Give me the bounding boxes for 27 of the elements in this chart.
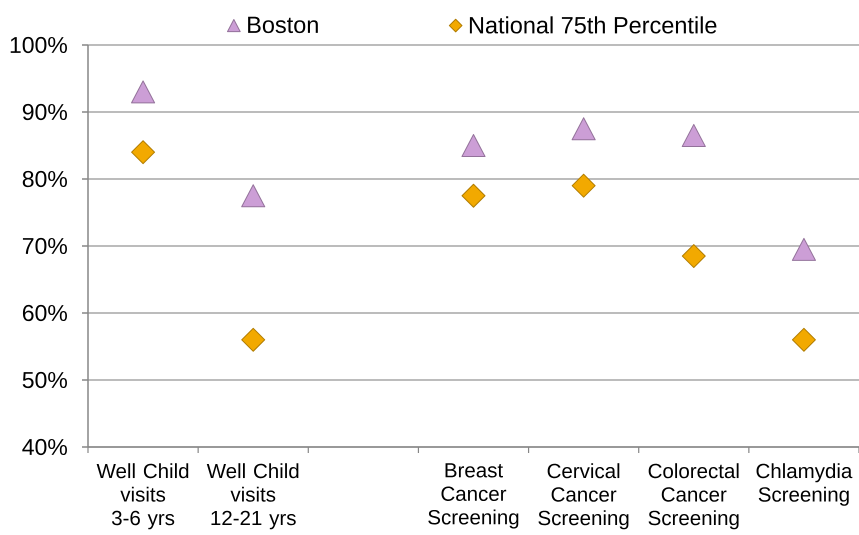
point	[461, 134, 486, 157]
x-tick-label: Breast Cancer Screening	[428, 463, 518, 529]
y-tick-label: 100%	[10, 36, 67, 54]
y-tick-label: 90%	[22, 104, 67, 120]
y-tick-label: 70%	[22, 238, 67, 254]
y-tick-label: 40%	[22, 438, 67, 456]
x-tick-label: Well Child visits 12-21 yrs	[206, 463, 298, 530]
y-tick-label: 80%	[22, 170, 67, 188]
x-tick-label: Colorectal Cancer Screening	[648, 463, 739, 530]
point	[131, 140, 156, 164]
y-tick-label: 60%	[22, 304, 67, 322]
legend-label: National 75th Percentile	[470, 16, 716, 34]
point	[241, 184, 266, 208]
point	[792, 328, 816, 352]
x-tick-label: Well Child visits 3-6 yrs	[96, 463, 188, 530]
x-tick-label: Cervical Cancer Screening	[538, 463, 628, 530]
point	[682, 244, 706, 268]
point	[572, 174, 596, 198]
point	[462, 184, 486, 208]
y-tick-label: 50%	[22, 372, 67, 388]
point	[241, 328, 266, 352]
point	[682, 124, 706, 147]
legend-label: Boston	[248, 16, 318, 34]
point	[792, 238, 816, 261]
point	[131, 80, 156, 104]
point	[572, 117, 596, 140]
x-tick-label: Chlamydia Screening	[756, 463, 852, 506]
